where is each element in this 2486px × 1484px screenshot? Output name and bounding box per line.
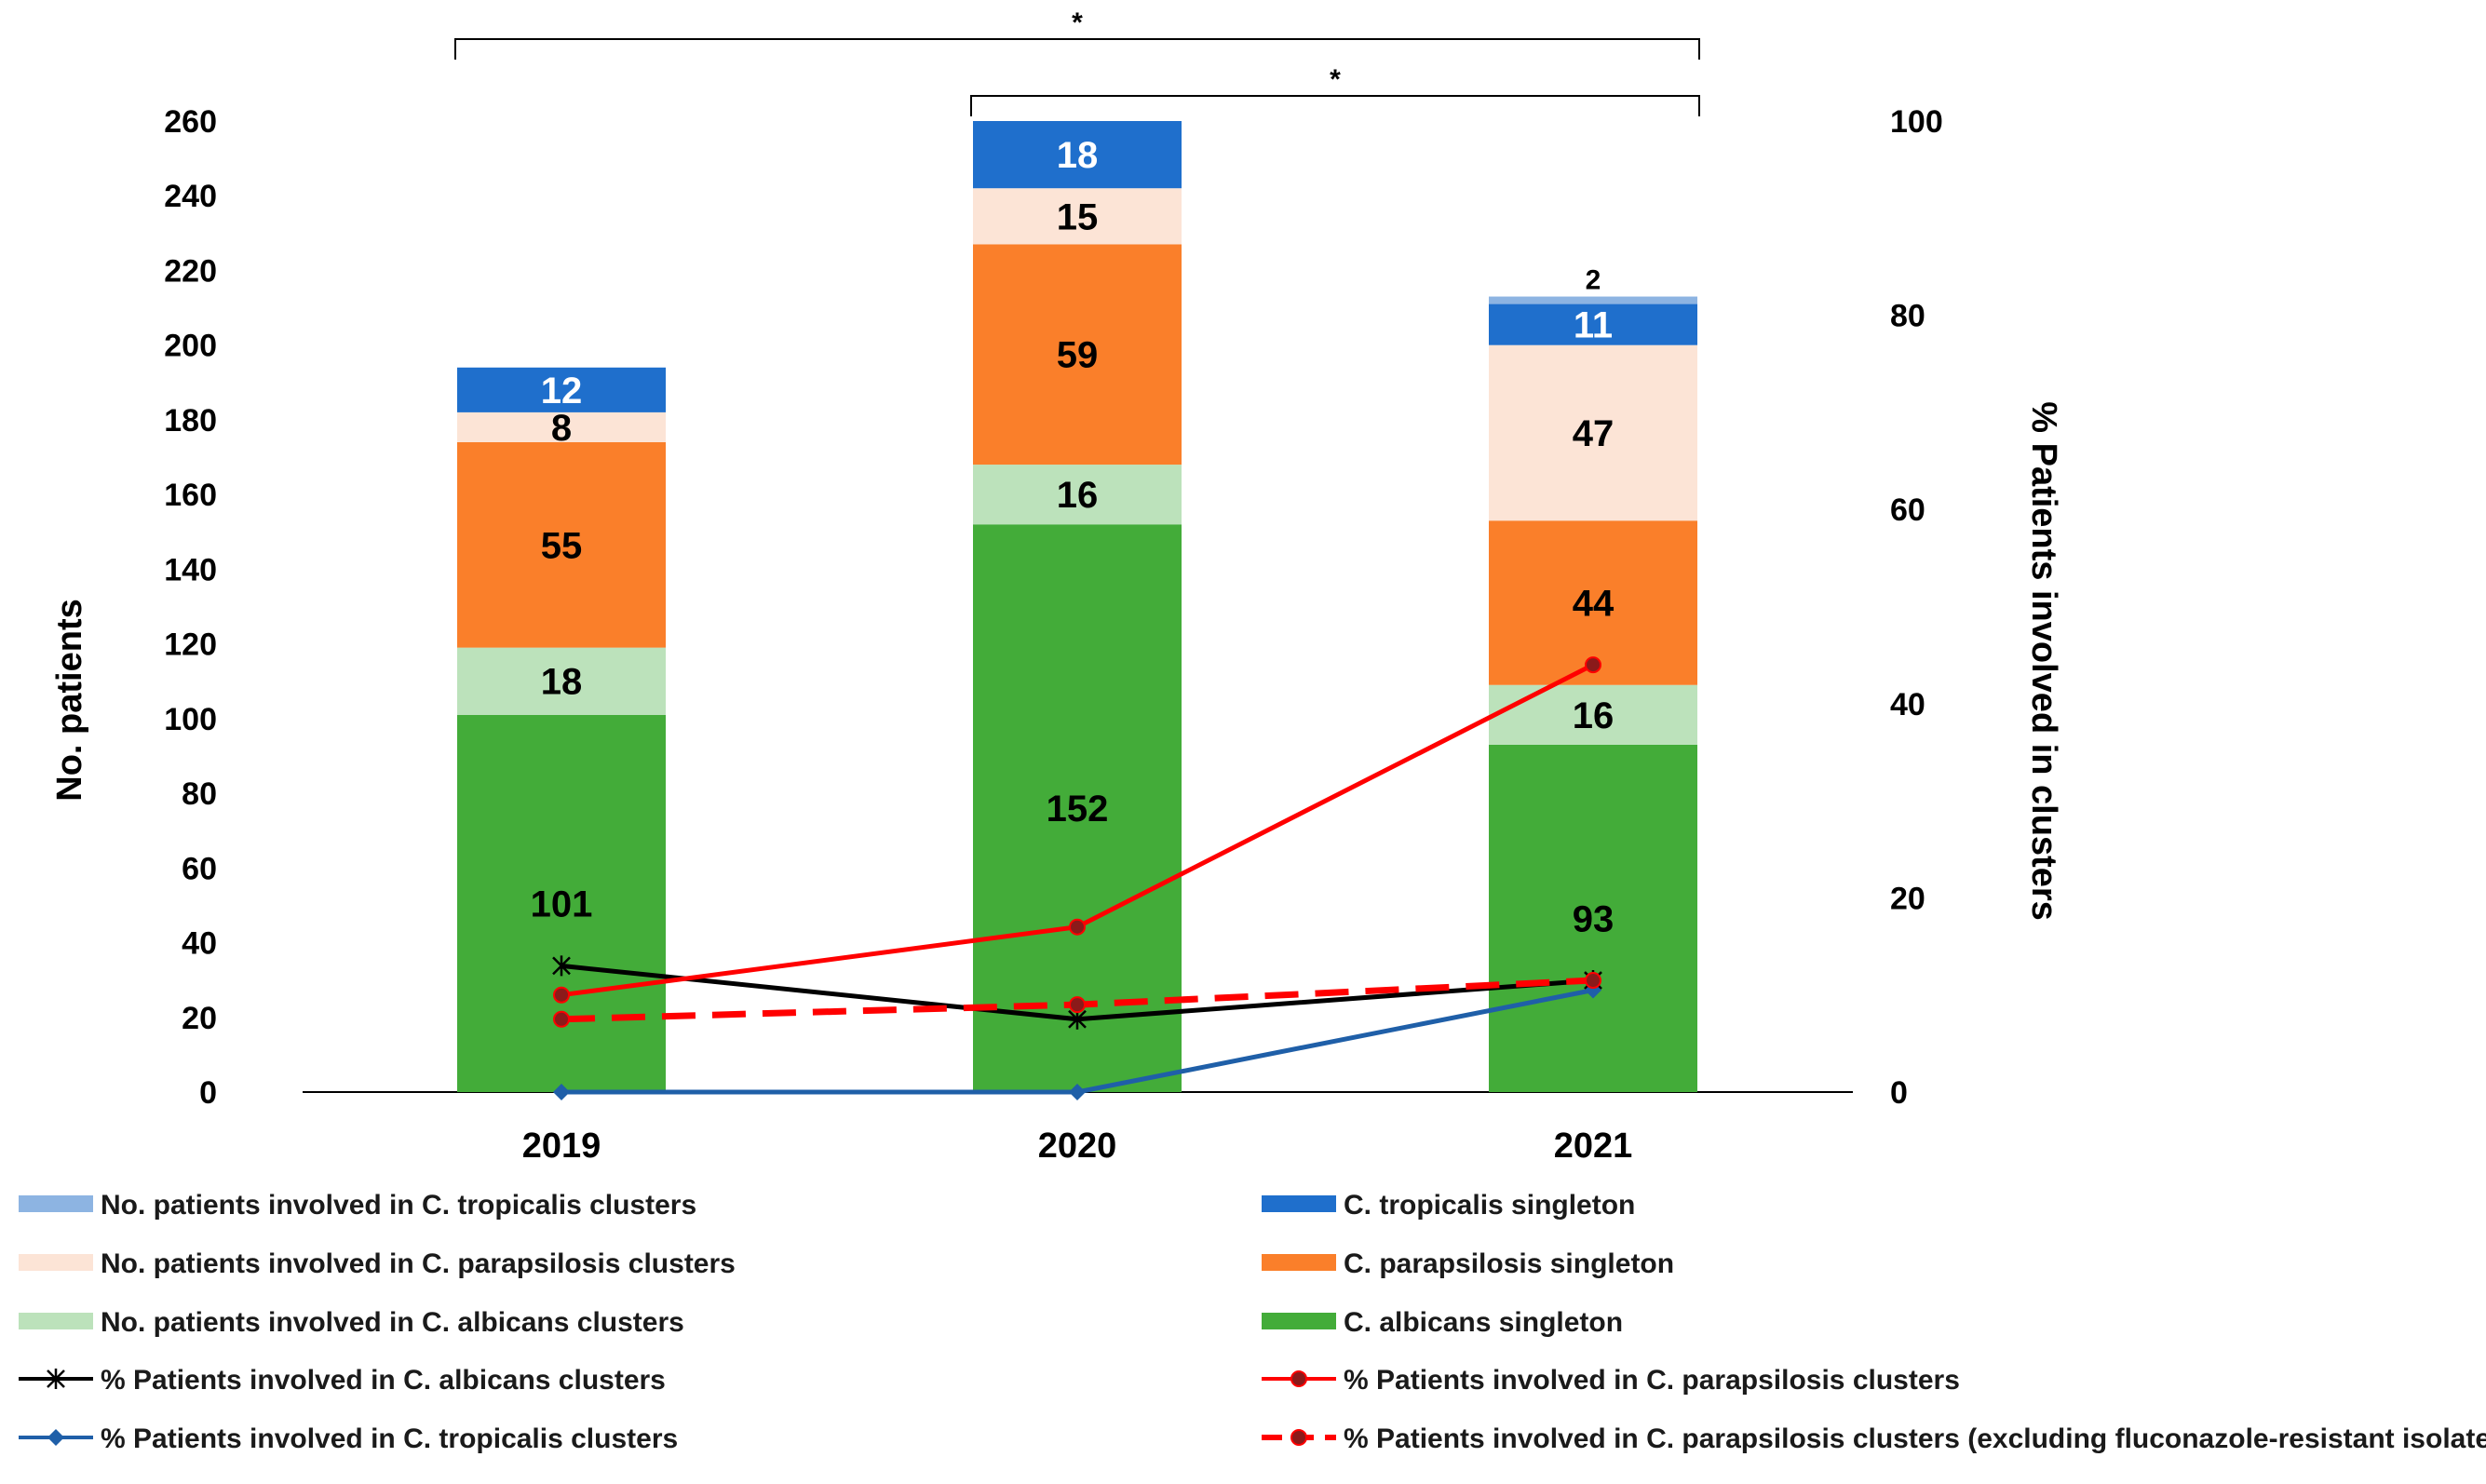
data-label: 47 [1573, 413, 1615, 454]
y-left-tick-label: 200 [164, 329, 217, 364]
bar-c-albicans-singleton [1489, 744, 1697, 1092]
significance-label: * [1072, 7, 1083, 38]
data-label: 15 [1057, 196, 1099, 237]
y-left-tick-label: 0 [199, 1075, 217, 1111]
legend-marker [47, 1369, 65, 1389]
y-right-tick-label: 40 [1890, 687, 1925, 722]
data-label: 12 [541, 371, 583, 411]
y-left-tick-label: 120 [164, 627, 217, 663]
bar-c-tropicalis-singleton [457, 367, 666, 412]
legend-label: C. parapsilosis singleton [1344, 1248, 1674, 1279]
legend-swatch [19, 1254, 93, 1271]
data-label: 2 [1586, 265, 1601, 296]
line-point [1069, 918, 1086, 936]
legend-label: No. patients involved in C. tropicalis c… [101, 1190, 696, 1221]
y-right-tick-label: 0 [1890, 1075, 1908, 1111]
y-right-tick-label: 80 [1890, 299, 1925, 334]
legend-swatch [1262, 1254, 1336, 1271]
legend-label: No. patients involved in C. parapsilosis… [101, 1248, 736, 1279]
labels-layer: 101 152 93 18 16 16 55 59 44 8 15 47 12 18 11 2 [531, 135, 1615, 939]
y-left-tick-label: 40 [182, 926, 217, 962]
legend-label: No. patients involved in C. albicans clu… [101, 1307, 684, 1338]
bar-no-patients-involved-in-c-parapsilosis-clusters [973, 188, 1182, 245]
significance-bracket [970, 95, 1700, 116]
legend-marker [1290, 1429, 1307, 1446]
legend-label: C. albicans singleton [1344, 1307, 1623, 1338]
data-label: 93 [1573, 898, 1615, 939]
y-left-tick-label: 240 [164, 179, 217, 214]
y-left-tick-label: 260 [164, 104, 217, 140]
y-left-tick-label: 220 [164, 253, 217, 289]
bar-c-albicans-singleton [457, 714, 666, 1092]
bar-no-patients-involved-in-c-albicans-clusters [457, 647, 666, 715]
line-point [553, 1010, 570, 1028]
line-point [1585, 656, 1601, 674]
bars-layer [457, 121, 1697, 1092]
bar-c-parapsilosis-singleton [457, 441, 666, 648]
legend-marker [1290, 1370, 1307, 1387]
bar-c-tropicalis-singleton [973, 121, 1182, 189]
data-label: 44 [1573, 583, 1615, 624]
data-label: 11 [1574, 305, 1613, 346]
legend-swatch [1262, 1195, 1336, 1212]
x-tick-label: 2019 [522, 1126, 601, 1166]
y-left-tick-label: 80 [182, 776, 217, 812]
legend-label: % Patients involved in C. parapsilosis c… [1344, 1423, 2486, 1454]
legend-label: % Patients involved in C. albicans clust… [101, 1365, 666, 1396]
bar-no-patients-involved-in-c-parapsilosis-clusters [1489, 344, 1697, 521]
line-point [1585, 972, 1601, 990]
data-label: 16 [1057, 475, 1099, 516]
legend-label: % Patients involved in C. parapsilosis c… [1344, 1365, 1960, 1396]
bar-c-parapsilosis-singleton [973, 244, 1182, 465]
line-point [1069, 996, 1086, 1014]
bar-c-tropicalis-singleton [1489, 304, 1697, 345]
y-right-tick-label: 20 [1890, 881, 1925, 916]
y-left-tick-label: 180 [164, 403, 217, 438]
legend-swatch [19, 1195, 93, 1212]
legend-swatch [19, 1313, 93, 1329]
data-label: 18 [541, 662, 583, 703]
data-label: 18 [1057, 135, 1099, 176]
y-left-axis-title: No. patients [50, 599, 89, 801]
line-point [552, 955, 571, 977]
y-left-tick-label: 140 [164, 552, 217, 587]
line-point [553, 1084, 570, 1100]
data-label: 101 [531, 884, 593, 924]
y-right-tick-label: 100 [1890, 104, 1943, 140]
y-left-tick-label: 100 [164, 702, 217, 737]
legend-marker [47, 1429, 64, 1446]
data-label: 152 [1047, 789, 1109, 830]
y-right-axis-title: % Patients involved in clusters [2024, 401, 2063, 921]
x-tick-label: 2021 [1554, 1126, 1633, 1166]
significance-bracket [454, 38, 1700, 60]
significance-layer: ** [454, 7, 1700, 116]
data-label: 59 [1057, 335, 1099, 376]
legend-label: % Patients involved in C. tropicalis clu… [101, 1423, 678, 1454]
x-tick-label: 2020 [1038, 1126, 1117, 1166]
bar-no-patients-involved-in-c-parapsilosis-clusters [457, 411, 666, 442]
y-left-tick-label: 160 [164, 478, 217, 513]
line-point [1069, 1084, 1086, 1100]
y-right-tick-label: 60 [1890, 492, 1925, 528]
data-label: 16 [1573, 695, 1615, 736]
bar-no-patients-involved-in-c-albicans-clusters [1489, 684, 1697, 745]
lines-layer [552, 656, 1602, 1100]
data-label: 55 [541, 525, 583, 566]
bar-no-patients-involved-in-c-tropicalis-clusters [1489, 296, 1697, 304]
legend-swatch [1262, 1313, 1336, 1329]
y-left-tick-label: 20 [182, 1001, 217, 1036]
axes-layer: 0204060801001201401601802002202402600204… [50, 104, 2063, 1166]
y-left-tick-label: 60 [182, 851, 217, 886]
line-point [553, 986, 570, 1004]
bar-no-patients-involved-in-c-albicans-clusters [973, 465, 1182, 525]
legend-label: C. tropicalis singleton [1344, 1190, 1635, 1221]
significance-label: * [1330, 64, 1341, 95]
legend: No. patients involved in C. tropicalis c… [19, 1190, 2486, 1454]
data-label: 8 [551, 408, 572, 449]
